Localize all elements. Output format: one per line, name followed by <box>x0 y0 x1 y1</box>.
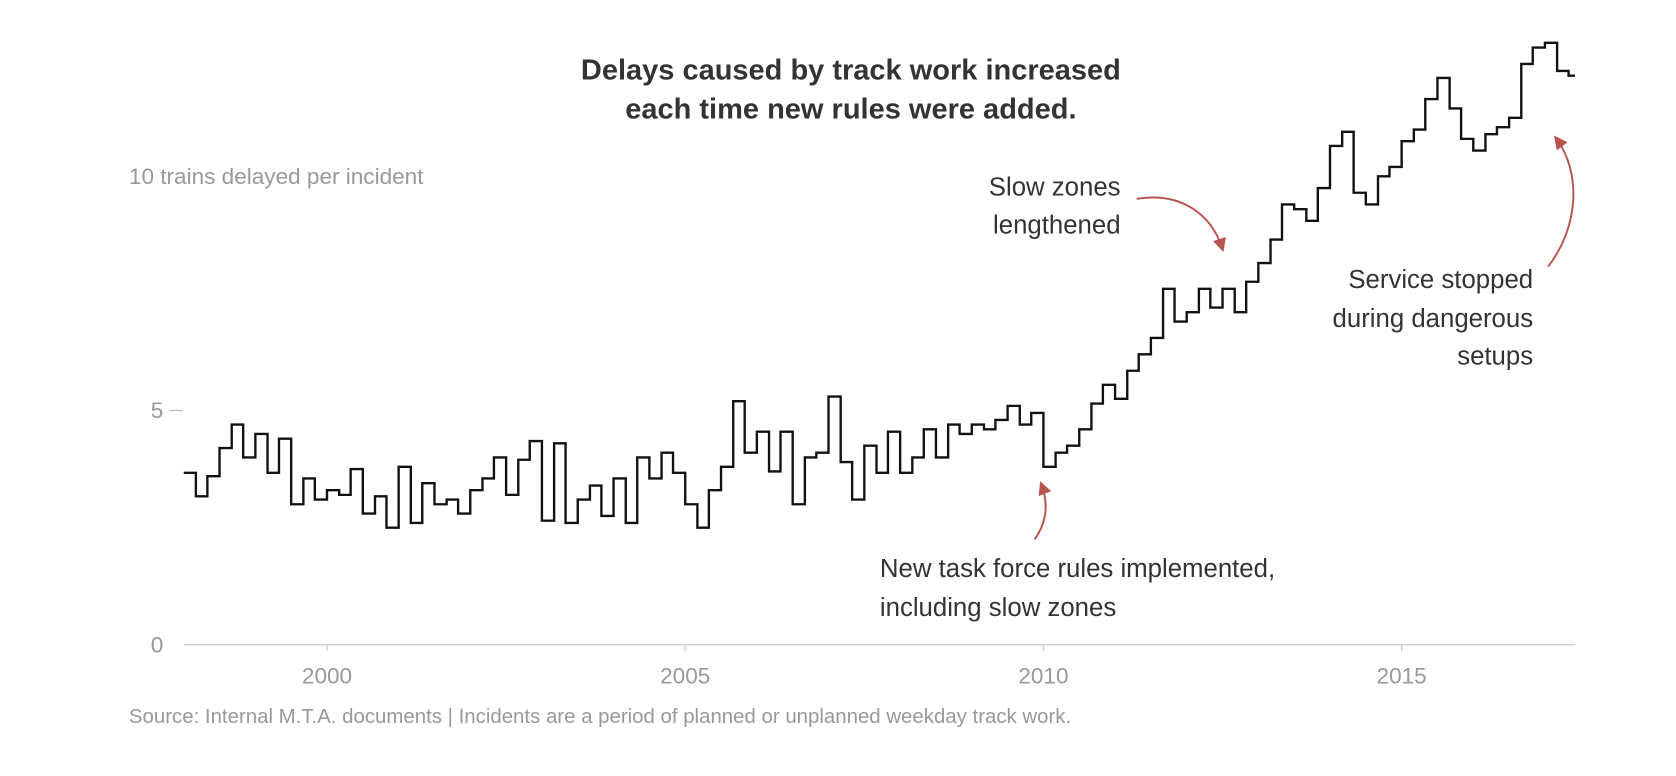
arrow <box>1136 196 1226 252</box>
annotation: during dangerous <box>1333 305 1534 333</box>
x-tick-label: 2010 <box>1018 663 1068 688</box>
x-tick-label: 2005 <box>660 663 710 688</box>
arrow <box>1033 481 1052 541</box>
chart-title: Delays caused by track work increased <box>581 55 1121 87</box>
annotation: Service stopped <box>1348 266 1533 294</box>
annotation-arrows <box>1033 135 1575 541</box>
x-tick-label: 2000 <box>302 663 352 688</box>
annotation: Slow zones <box>989 174 1121 202</box>
source-note: Source: Internal M.T.A. documents | Inci… <box>129 706 1071 728</box>
annotation: New task force rules implemented, <box>880 555 1275 583</box>
chart-title: each time new rules were added. <box>625 93 1076 125</box>
y-tick-label: 10 trains delayed per incident <box>129 164 424 189</box>
y-tick-label: 5 <box>151 398 164 423</box>
x-tick-label: 2015 <box>1377 663 1427 688</box>
data-line <box>183 41 1576 529</box>
y-tick-label: 0 <box>151 632 164 657</box>
annotation: lengthened <box>993 211 1121 239</box>
arrow <box>1547 135 1575 268</box>
annotation: including slow zones <box>880 594 1116 622</box>
annotation: setups <box>1457 342 1533 370</box>
